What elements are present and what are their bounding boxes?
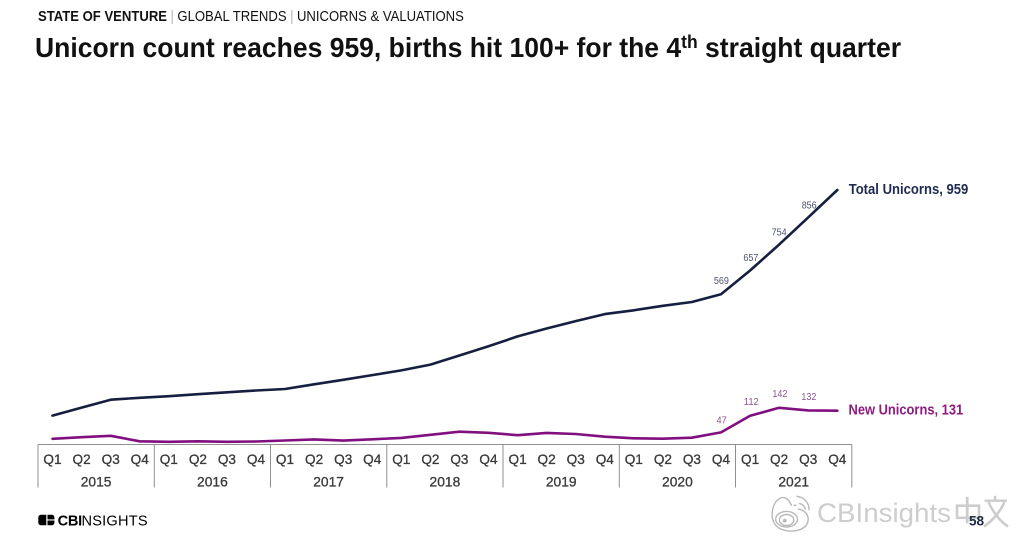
svg-text:2016: 2016 bbox=[197, 474, 228, 489]
svg-text:Q3: Q3 bbox=[683, 452, 701, 467]
svg-text:569: 569 bbox=[714, 276, 729, 287]
svg-text:Q1: Q1 bbox=[741, 452, 759, 467]
svg-text:CBInsights: CBInsights bbox=[817, 498, 951, 528]
svg-text:657: 657 bbox=[743, 253, 758, 264]
svg-text:58: 58 bbox=[969, 514, 985, 529]
svg-text:Q2: Q2 bbox=[189, 452, 207, 467]
svg-text:Q4: Q4 bbox=[479, 452, 498, 467]
svg-text:New Unicorns, 131: New Unicorns, 131 bbox=[849, 403, 964, 419]
svg-text:Q4: Q4 bbox=[131, 452, 150, 467]
svg-text:Q1: Q1 bbox=[392, 452, 410, 467]
svg-text:Q1: Q1 bbox=[160, 452, 178, 467]
svg-text:2020: 2020 bbox=[662, 474, 693, 489]
svg-text:Q4: Q4 bbox=[363, 452, 382, 467]
svg-text:856: 856 bbox=[802, 200, 817, 211]
svg-text:Q2: Q2 bbox=[538, 452, 556, 467]
svg-text:754: 754 bbox=[772, 227, 787, 238]
svg-text:Q4: Q4 bbox=[247, 452, 266, 467]
svg-text:Q2: Q2 bbox=[73, 452, 91, 467]
svg-text:Q2: Q2 bbox=[305, 452, 323, 467]
svg-text:2015: 2015 bbox=[81, 474, 112, 489]
svg-text:NSIGHTS: NSIGHTS bbox=[82, 513, 148, 529]
svg-text:142: 142 bbox=[772, 389, 787, 400]
svg-text:Q1: Q1 bbox=[509, 452, 527, 467]
svg-text:2019: 2019 bbox=[546, 474, 577, 489]
svg-text:Q3: Q3 bbox=[567, 452, 585, 467]
svg-text:Q1: Q1 bbox=[276, 452, 294, 467]
svg-text:CBI: CBI bbox=[58, 513, 82, 529]
svg-text:Q2: Q2 bbox=[770, 452, 788, 467]
svg-text:Q1: Q1 bbox=[43, 452, 61, 467]
svg-text:Q4: Q4 bbox=[596, 452, 615, 467]
svg-text:112: 112 bbox=[744, 397, 759, 408]
svg-text:2018: 2018 bbox=[430, 474, 461, 489]
svg-text:Q3: Q3 bbox=[102, 452, 120, 467]
svg-text:Q3: Q3 bbox=[799, 452, 817, 467]
svg-text:Q1: Q1 bbox=[625, 452, 643, 467]
svg-text:2017: 2017 bbox=[313, 474, 344, 489]
svg-text:Q3: Q3 bbox=[334, 452, 352, 467]
svg-text:2021: 2021 bbox=[778, 474, 809, 489]
svg-text:Q2: Q2 bbox=[654, 452, 672, 467]
svg-text:Q3: Q3 bbox=[450, 452, 468, 467]
svg-text:Q4: Q4 bbox=[712, 452, 731, 467]
svg-text:Total Unicorns, 959: Total Unicorns, 959 bbox=[849, 182, 969, 198]
svg-text:Q2: Q2 bbox=[421, 452, 439, 467]
svg-text:Q3: Q3 bbox=[218, 452, 236, 467]
svg-text:47: 47 bbox=[717, 415, 727, 426]
svg-text:Q4: Q4 bbox=[828, 452, 847, 467]
svg-text:132: 132 bbox=[801, 392, 816, 403]
